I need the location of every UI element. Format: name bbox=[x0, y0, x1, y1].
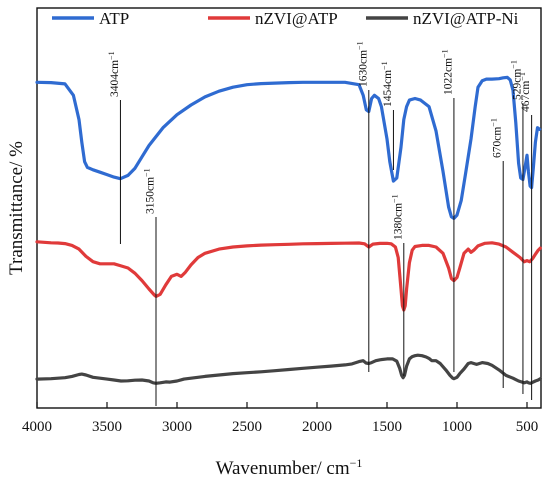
x-axis-title-sup: −1 bbox=[350, 456, 363, 470]
legend-item-1: ATP bbox=[52, 9, 129, 28]
peak-label-sup: −1 bbox=[107, 51, 116, 60]
legend-label: ATP bbox=[99, 9, 129, 28]
y-axis-title: Transmittance/ % bbox=[6, 141, 27, 275]
plot-frame bbox=[36, 7, 542, 409]
peak-label-sup: −1 bbox=[440, 49, 449, 58]
peak-annotation: 1380cm−1 bbox=[390, 194, 405, 376]
x-axis: 4000 3500 3000 2500 2000 1500 1000 500 bbox=[22, 402, 538, 435]
legend-label: nZVI@ATP bbox=[255, 9, 338, 28]
x-tick-label: 2500 bbox=[232, 419, 262, 435]
peak-label: 467cm−1 bbox=[518, 72, 532, 112]
peak-label: 1022cm−1 bbox=[440, 49, 454, 95]
annotations: 3404cm−1 3150cm−1 1630cm−1 1454cm−1 1380cm−1… bbox=[107, 41, 533, 406]
x-tick-label: 3000 bbox=[162, 419, 192, 435]
peak-label-sup: −1 bbox=[509, 60, 518, 69]
x-tick-label: 4000 bbox=[22, 419, 52, 435]
plot-area bbox=[35, 7, 542, 409]
peak-label: 1380cm−1 bbox=[390, 194, 404, 240]
x-tick-label: 2000 bbox=[302, 419, 332, 435]
peak-label-sup: −1 bbox=[390, 194, 399, 203]
peak-label: 529cm−1 bbox=[509, 60, 523, 100]
peak-label: 1630cm−1 bbox=[355, 41, 369, 87]
peak-label-sup: −1 bbox=[355, 41, 364, 50]
peak-annotation: 529cm−1 bbox=[509, 60, 524, 394]
peak-annotation: 467cm−1 bbox=[518, 72, 533, 400]
legend-item-3: nZVI@ATP-Ni bbox=[366, 9, 519, 28]
peak-label-sup: −1 bbox=[143, 168, 152, 177]
x-tick-label: 500 bbox=[516, 419, 539, 435]
x-tick-label: 1000 bbox=[442, 419, 472, 435]
peak-label-sup: −1 bbox=[518, 72, 527, 81]
peak-label: 1454cm−1 bbox=[380, 61, 394, 107]
peak-label: 670cm−1 bbox=[490, 118, 504, 158]
series-line-2 bbox=[35, 240, 542, 312]
peak-label: 3150cm−1 bbox=[143, 168, 157, 214]
legend-label: nZVI@ATP-Ni bbox=[413, 9, 519, 28]
series-line-1 bbox=[35, 75, 542, 220]
peak-annotation: 1630cm−1 bbox=[355, 41, 370, 372]
x-tick-label: 3500 bbox=[92, 419, 122, 435]
peak-annotation: 1022cm−1 bbox=[440, 49, 455, 372]
peak-annotation: 3150cm−1 bbox=[143, 168, 157, 406]
legend: ATP nZVI@ATP nZVI@ATP-Ni bbox=[52, 9, 519, 28]
legend-item-2: nZVI@ATP bbox=[208, 9, 338, 28]
peak-annotation: 670cm−1 bbox=[490, 118, 504, 388]
peak-label-sup: −1 bbox=[490, 118, 499, 127]
peak-annotation: 3404cm−1 bbox=[107, 51, 121, 244]
peak-label-sup: −1 bbox=[380, 61, 389, 70]
peak-annotation: 1454cm−1 bbox=[380, 61, 394, 170]
x-tick-label: 1500 bbox=[372, 419, 402, 435]
x-axis-title: Wavenumber/ cm−1 bbox=[216, 456, 363, 479]
peak-label: 3404cm−1 bbox=[107, 51, 121, 97]
series-line-3 bbox=[35, 353, 542, 385]
